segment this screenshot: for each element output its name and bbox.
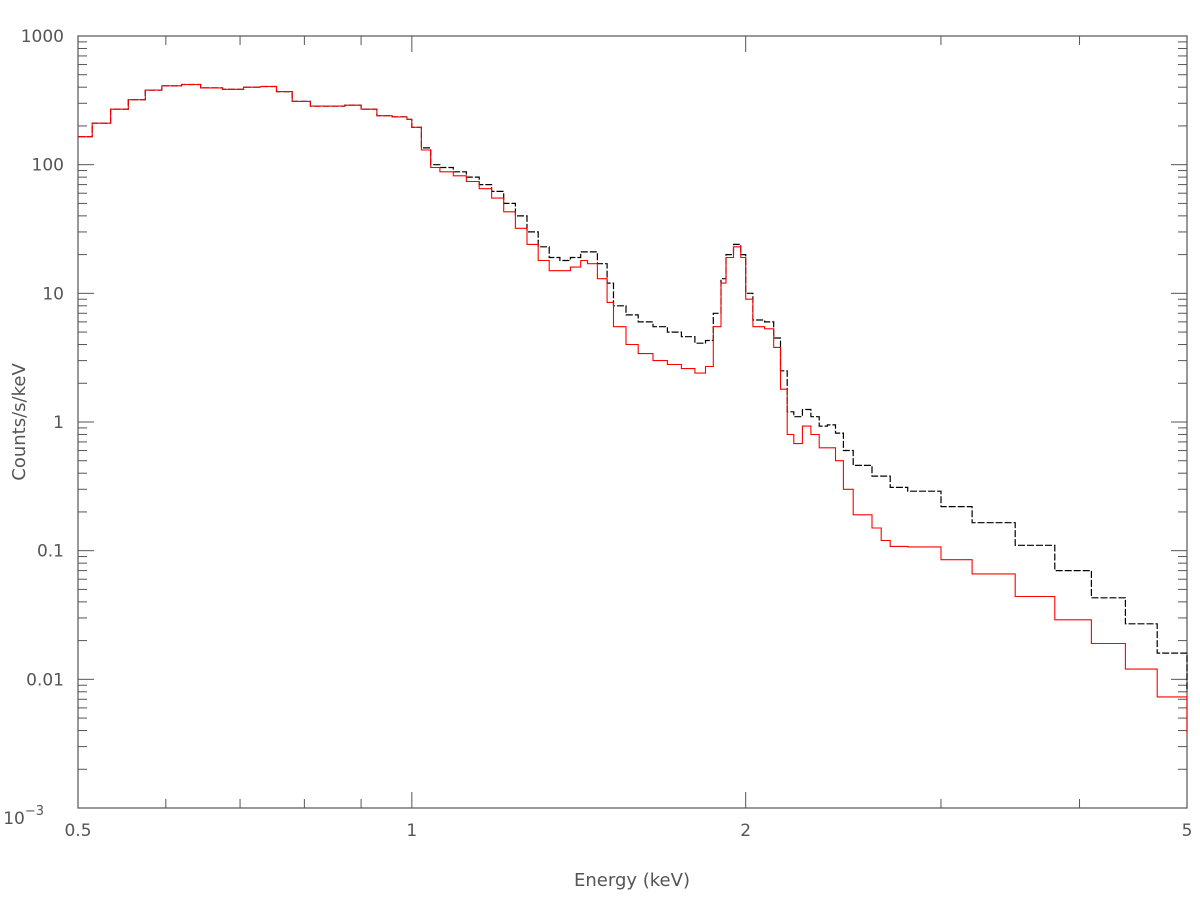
y-tick-label: 100 [32,156,64,176]
y-tick-label: 0.01 [26,670,64,690]
y-tick-label: 1 [53,413,64,433]
axis-ticks [77,35,1188,809]
y-tick-label: 10 [42,284,64,304]
y-tick-label: 0.1 [37,542,64,562]
plot-frame [77,35,1188,809]
x-tick-label: 0.5 [64,821,91,841]
x-tick-label: 1 [406,821,417,841]
x-axis-title: Energy (keV) [574,870,690,891]
series-layer [78,83,1188,734]
tick-labels: 0.5 1 2 5 10−3 0.01 0.1 1 10 100 1000 [3,27,1192,841]
series-black-line [78,83,1188,692]
x-tick-label: 5 [1182,821,1193,841]
y-tick-exponent: −3 [25,804,44,819]
series-red-line [78,83,1188,734]
y-axis-title: Counts/s/keV [9,363,30,481]
y-tick-label: 1000 [21,27,64,47]
x-tick-label: 2 [740,821,751,841]
y-tick-label: 10−3 [3,804,44,829]
